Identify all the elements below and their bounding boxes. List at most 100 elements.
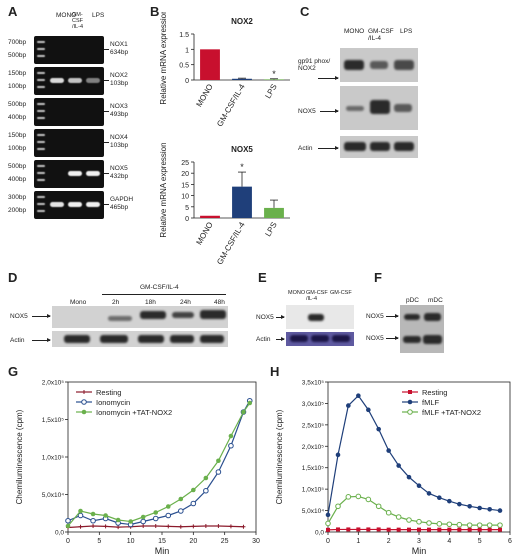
panel-g-chart: 0 5 10 15 20 25 30 0,0 5,0x10⁴ 1,0x10⁵ 1,5x10⁵ 2,0x… [15,380,260,557]
x-tick-label: 15 [158,538,166,545]
data-point [375,503,382,510]
data-point [115,517,121,523]
data-point [447,527,452,532]
gel-size-marker: 150bp [8,70,27,77]
data-point [426,520,432,526]
gel-band [68,202,82,207]
y-tick-label: 2,5x10⁵ [302,422,325,429]
y-tick-label: 10 [181,194,189,201]
data-point [456,521,463,528]
panel-f-lane-pdc: pDC [406,297,420,304]
gel-product-size: 634bp [110,49,129,56]
gel-band [86,78,100,83]
data-point [153,524,158,528]
data-point [241,409,246,415]
data-point [78,508,83,514]
data-point [376,527,381,532]
panel-c-blot-actin [340,136,418,158]
x-axis-label: Min [412,546,427,556]
x-tick-label: 0 [326,538,330,545]
data-point [247,400,253,406]
gel-product-size: 103bp [110,80,129,87]
gel-product-size: 465bp [110,204,129,211]
y-tick-label: 0,0 [55,530,64,537]
data-point [152,515,159,522]
data-point [396,463,401,468]
gel-size-marker: 300bp [8,194,27,201]
legend-label: Resting [96,388,121,397]
bar [264,207,284,218]
data-point [446,521,453,528]
data-point [90,517,96,524]
data-point [191,524,196,529]
ladder-band [37,210,45,212]
panel-f-row-1: NOX5 [366,313,384,320]
data-point [416,483,422,489]
gel-pointer [104,80,109,81]
ladder-band [37,196,45,198]
panel-c-blot-nox2 [340,48,418,82]
y-tick-label: 1 [185,47,189,54]
gel-band [68,171,82,176]
y-tick-label: 0 [185,216,189,223]
y-axis-label: Chemiluminescence (cpm) [275,409,284,504]
data-point [426,491,432,496]
significance-marker: * [272,69,276,79]
panel-c-arrow-actin [318,146,339,150]
bar [200,49,220,80]
data-point [346,527,351,532]
x-tick-label: 2 [387,538,391,545]
data-point [346,403,351,408]
data-point [153,510,159,515]
gel-size-marker: 200bp [8,207,27,214]
data-point [103,524,108,529]
panel-c-row-actin: Actin [298,145,313,152]
data-point [487,506,492,512]
significance-marker: * [240,162,244,172]
ladder-band [37,165,45,167]
x-tick-label: 1 [356,538,360,545]
gel-gene-label: NOX4 [110,134,128,141]
gel-pointer [104,173,109,174]
data-point [165,504,171,509]
data-point [497,527,502,532]
gel-size-marker: 150bp [8,132,27,139]
legend-marker [81,409,87,415]
gel-band [50,78,64,83]
x-tick-label: 5 [478,538,482,545]
x-tick-label: 3 [417,538,421,545]
gel-band [86,202,100,207]
legend-label: fMLF +TAT-NOX2 [422,408,481,417]
ladder-band [37,148,45,150]
data-point [78,524,83,529]
panel-f-blot [400,305,444,353]
ladder-band [37,55,45,57]
panel-d-arrow-actin [32,338,51,342]
legend-label: fMLF [422,398,440,407]
category-label: LPS [263,221,278,239]
panel-d-lane-24h: 24h [180,299,191,306]
panel-d-group-bracket [102,294,226,295]
y-tick-label: 1,5x10⁵ [42,417,65,424]
data-point [128,519,133,524]
x-axis-label: Min [155,546,170,556]
gel-size-marker: 100bp [8,83,27,90]
data-point [417,527,421,532]
data-point [336,527,341,532]
panel-e-row-actin: Actin [256,336,271,343]
panel-e-blot-actin [286,332,354,346]
gel-row-nox4 [34,129,104,157]
panel-f-row-2: NOX5 [366,335,384,342]
gel-row-gapdh [34,191,104,219]
data-point [355,493,362,500]
panel-a-lane-gmcsf: GM-CSF /IL-4 [72,12,84,30]
data-point [65,523,71,529]
y-tick-label: 1,0x10⁵ [302,487,325,494]
legend-label: Ionomycin [96,398,130,407]
panel-b-nox5-chart: NOX5 0 5 10 15 20 25 Relative mRNA expression MO… [159,142,290,266]
data-point [476,522,483,528]
data-point [203,487,209,494]
category-label: MONO [194,221,214,247]
panel-c-lane-lps: LPS [400,28,413,35]
x-tick-label: 25 [221,538,229,545]
